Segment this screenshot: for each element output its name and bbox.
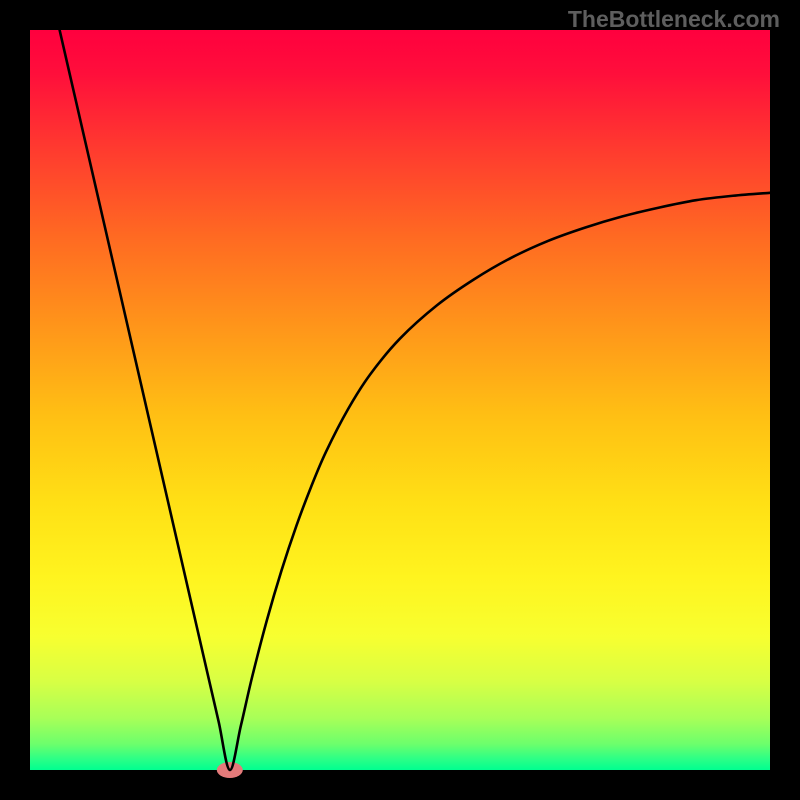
- chart-container: TheBottleneck.com: [0, 0, 800, 800]
- plot-background: [30, 30, 770, 770]
- bottleneck-chart: [0, 0, 800, 800]
